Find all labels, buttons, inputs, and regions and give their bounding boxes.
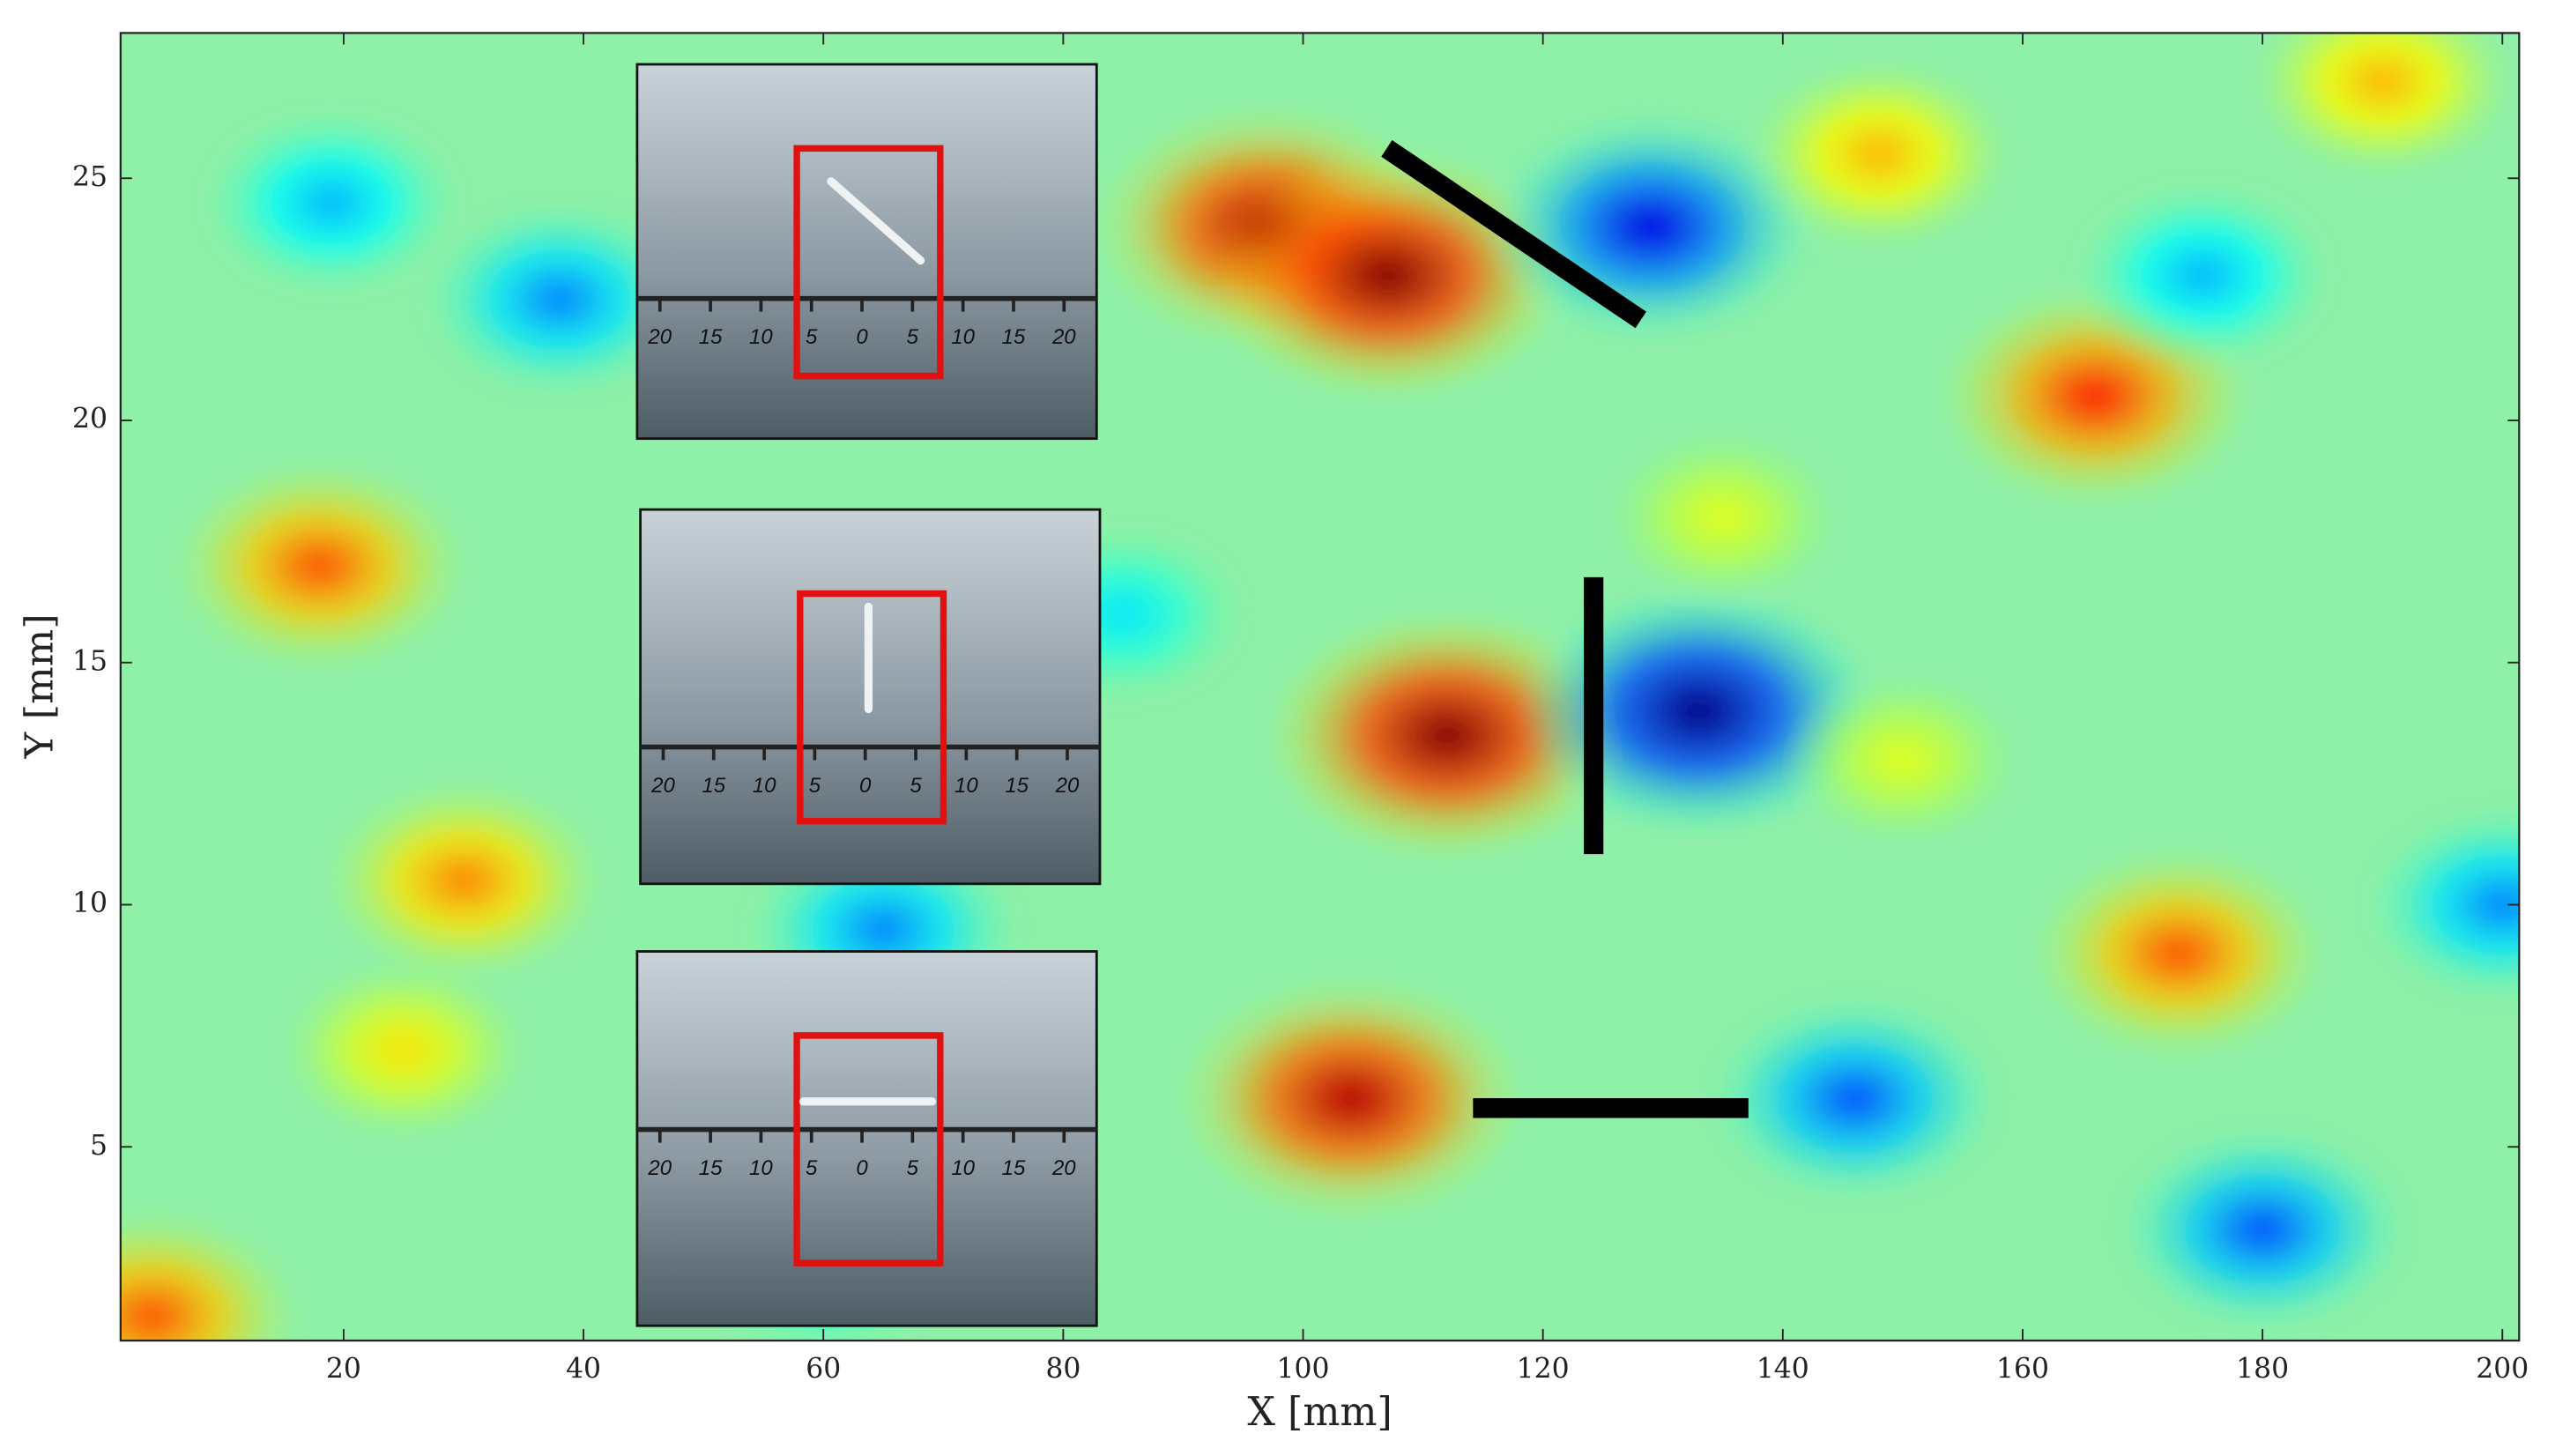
contour-blob [2072,181,2333,369]
ruler-label: 15 [1002,325,1026,349]
x-tick-label: 200 [2476,1353,2529,1385]
x-tick-label: 120 [1517,1353,1570,1385]
insets: 20 15 10 5 0 5 10 15 20 20 15 10 5 0 5 10 15 20 20 15 10 5 0 5 1… [635,63,1102,1327]
inset-photo: 20 15 10 5 0 5 10 15 20 [635,63,1098,441]
ruler-label: 15 [699,1156,723,1180]
contour-blob [2252,33,2514,175]
ruler-label: 0 [859,774,872,798]
crack-box [793,145,944,380]
crack-box [793,1032,944,1267]
ruler-label: 0 [856,325,868,349]
inset-photo: 20 15 10 5 0 5 10 15 20 [635,950,1098,1327]
contour-blob [1179,979,1523,1217]
contour-blob [2364,806,2520,1004]
x-tick-label: 100 [1277,1353,1330,1385]
photo-background [635,63,1098,441]
ruler-label: 10 [951,1156,975,1180]
ruler-label: 20 [1051,325,1076,349]
x-tick-label: 160 [1996,1353,2049,1385]
ruler-label: 15 [1005,774,1029,798]
crack-markers [1381,140,1749,1118]
x-axis-label: X [mm] [1247,1389,1392,1435]
y-axis-label: Y [mm] [17,613,63,759]
ruler: 20 15 10 5 0 5 10 15 20 [650,747,1080,798]
x-tick-label: 140 [1757,1353,1809,1385]
ruler-label: 0 [856,1156,868,1180]
ruler-label: 15 [1002,1156,1026,1180]
ruler-label: 5 [806,1156,818,1180]
contour-blob [2031,849,2326,1058]
contour-blob [1488,113,1815,341]
y-tick-label: 20 [72,403,108,435]
ruler-label: 15 [699,325,723,349]
crack-box [797,590,947,825]
y-tick-label: 25 [72,161,108,193]
ruler-label: 20 [650,774,675,798]
ruler-label: 10 [749,1156,773,1180]
ruler-label: 5 [907,325,919,349]
contour-blob [173,461,467,670]
ruler-label: 5 [910,774,922,798]
contour-blob [2115,1125,2410,1333]
ruler-label: 20 [647,325,672,349]
contour-blob [1519,587,1878,836]
plot-frame [119,32,2521,1342]
contour-blob [1788,675,2017,844]
ruler-label: 5 [806,325,818,349]
x-tick-label: 20 [326,1353,361,1385]
ruler-label: 5 [907,1156,919,1180]
ruler-label: 15 [702,774,725,798]
contour-blob [201,108,463,297]
ruler-label: 20 [647,1156,672,1180]
contour-blob [1748,60,2009,249]
blobs [120,33,2520,1341]
contour-blob [324,781,603,980]
ruler-label: 20 [1051,1156,1076,1180]
y-tick-label: 15 [72,645,108,677]
ruler-label: 5 [809,774,821,798]
ruler: 20 15 10 5 0 5 10 15 20 [647,1129,1076,1180]
x-tick-label: 80 [1045,1353,1081,1385]
ruler-label: 10 [951,325,975,349]
crack [827,177,925,265]
ruler-label: 10 [753,774,776,798]
y-tick-label: 5 [90,1130,108,1162]
field [120,33,2520,1341]
ruler-label: 20 [1055,774,1080,798]
y-tick-label: 10 [72,888,108,919]
photo-background [635,950,1098,1327]
contour-blob [281,961,526,1140]
contour-blob [120,1212,299,1341]
contour-blob [1708,994,2002,1203]
contour-blob [1608,433,1838,602]
contour-blob [420,200,699,398]
ruler: 20 15 10 5 0 5 10 15 20 [647,298,1076,349]
x-tick-label: 40 [566,1353,601,1385]
ruler-label: 10 [749,325,773,349]
crack-marker [1381,140,1646,329]
ruler-label: 10 [954,774,978,798]
x-tick-label: 60 [806,1353,841,1385]
x-tick-label: 180 [2236,1353,2289,1385]
